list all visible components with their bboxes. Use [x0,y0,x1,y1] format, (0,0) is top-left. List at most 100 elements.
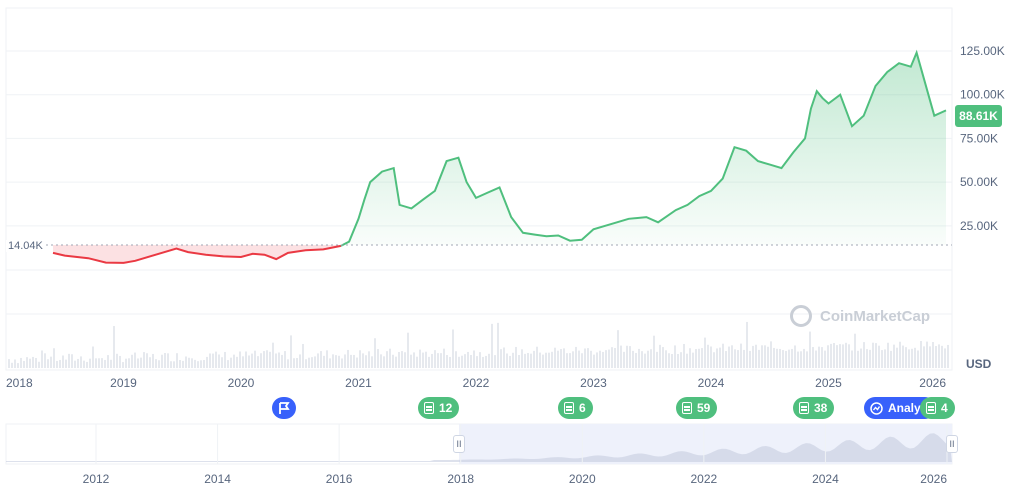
volume-bar [659,345,661,368]
handle-grip: II [949,439,954,449]
event-news-badge[interactable]: 4 [920,397,955,419]
volume-bar [788,350,790,368]
volume-bar [89,359,91,368]
volume-bar [74,361,76,368]
volume-bar [845,343,847,368]
volume-bar [947,345,949,368]
volume-bar [158,360,160,368]
volume-bar [374,338,376,368]
y-tick-label: 50.00K [960,175,998,189]
volume-bar [185,356,187,368]
volume-bar [527,353,529,368]
volume-bar [125,359,127,368]
volume-bar [614,348,616,368]
volume-bar [725,351,727,368]
volume-bar [266,350,268,368]
volume-bar [650,349,652,368]
volume-bar [512,353,514,368]
volume-bar [542,355,544,368]
volume-bar [200,360,202,368]
volume-bar [311,357,313,368]
flag-icon [278,402,290,415]
volume-bar [701,348,703,368]
volume-bar [134,353,136,368]
event-news-badge[interactable]: 38 [793,397,834,419]
volume-bar [503,348,505,368]
event-label: Analy [888,401,921,415]
volume-bar [467,352,469,368]
document-icon [799,402,809,414]
volume-bar [539,353,541,368]
volume-bar [128,358,130,368]
volume-bar [377,349,379,368]
x-tick-label: 2024 [698,376,725,390]
volume-bar [248,355,250,368]
volume-bar [182,361,184,368]
volume-bar [731,345,733,368]
event-count: 4 [941,401,948,415]
document-icon [564,402,574,414]
y-tick-label: 100.00K [960,88,1005,102]
volume-bar [719,348,721,368]
currency-label: USD [966,357,991,371]
event-news-badge[interactable]: 59 [676,397,717,419]
volume-bar [863,342,865,368]
volume-bar [530,354,532,368]
volume-bar [461,356,463,368]
event-news-badge[interactable]: 6 [558,397,593,419]
volume-bar [65,360,67,368]
navigator-handle-left[interactable]: II [453,435,465,453]
volume-bar [464,354,466,368]
volume-bar [275,354,277,368]
volume-bar [233,355,235,368]
volume-bar [188,358,190,368]
volume-bar [782,350,784,368]
volume-bar [941,346,943,368]
event-flag-badge[interactable] [272,397,296,419]
volume-bar [104,360,106,368]
volume-bar [122,362,124,368]
navigator-handle-right[interactable]: II [946,435,958,453]
volume-bar [485,356,487,368]
volume-bar [482,357,484,368]
volume-bar [944,348,946,368]
volume-bar [50,357,52,368]
volume-bar [875,343,877,368]
volume-bar [203,360,205,368]
volume-bar [425,352,427,368]
volume-bar [572,351,574,368]
volume-bar [53,348,55,368]
volume-bar [794,345,796,368]
volume-bar [107,355,109,368]
volume-bar [419,350,421,368]
volume-bar [497,323,499,368]
volume-bar [836,345,838,368]
volume-bar [263,351,265,368]
volume-bar [101,358,103,368]
volume-bar [428,357,430,368]
volume-bar [47,359,49,368]
volume-bar [59,360,61,368]
volume-bar [167,353,169,368]
event-news-badge[interactable]: 12 [418,397,459,419]
volume-bar [566,353,568,368]
volume-bar [206,357,208,368]
volume-bar [215,352,217,368]
volume-bar [353,355,355,368]
volume-bar [239,352,241,368]
volume-bar [602,352,604,368]
volume-bar [356,358,358,368]
volume-bar [494,355,496,368]
volume-bar [17,363,19,368]
volume-bar [605,350,607,368]
volume-bar [257,356,259,368]
volume-bar [359,350,361,368]
volume-bar [389,349,391,368]
volume-bar [113,326,115,368]
volume-bar [413,352,415,368]
volume-bar [14,359,16,368]
volume-bar [866,349,868,368]
